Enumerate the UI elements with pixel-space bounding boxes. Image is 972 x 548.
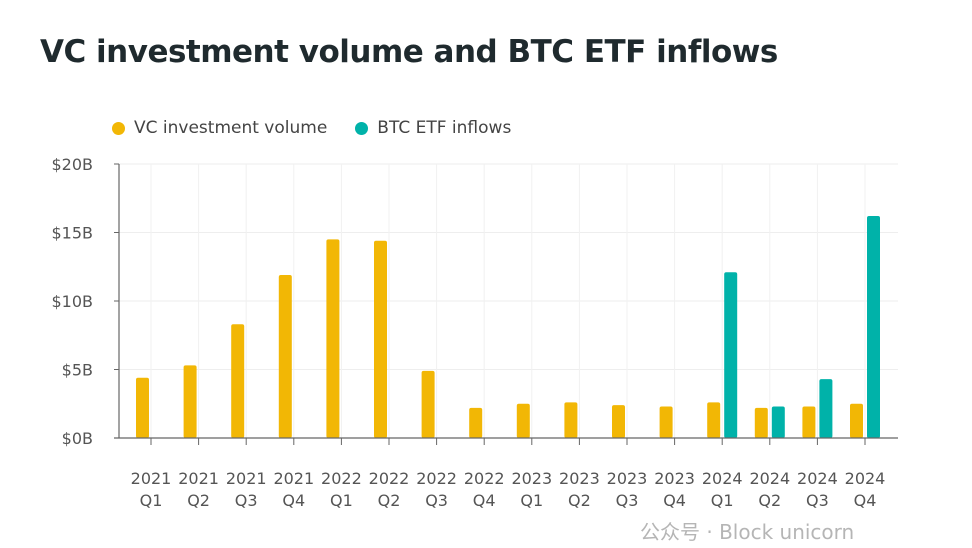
x-tick-label: 2023	[511, 469, 552, 488]
x-tick-label: Q1	[330, 491, 353, 510]
bar-vc	[374, 240, 387, 438]
x-tick-label: Q2	[758, 491, 781, 510]
x-tick-label: Q4	[663, 491, 686, 510]
x-tick-label: Q2	[378, 491, 401, 510]
x-tick-label: 2024	[749, 469, 790, 488]
legend-item-etf: BTC ETF inflows	[355, 118, 511, 138]
x-tick-label: 2021	[178, 469, 219, 488]
x-tick-label: 2023	[559, 469, 600, 488]
x-tick-label: 2021	[226, 469, 267, 488]
x-tick-label: Q3	[235, 491, 258, 510]
bar-vc	[469, 407, 483, 438]
x-tick-label: 2022	[321, 469, 362, 488]
bar-etf	[724, 272, 738, 438]
bar-vc	[564, 402, 578, 438]
x-tick-label: Q4	[473, 491, 496, 510]
x-tick-label: 2023	[607, 469, 648, 488]
x-tick-label: Q3	[806, 491, 829, 510]
x-tick-label: Q3	[425, 491, 448, 510]
x-tick-label: 2024	[702, 469, 743, 488]
bar-vc	[516, 403, 530, 438]
x-tick-label: Q1	[520, 491, 543, 510]
legend-item-vc: VC investment volume	[112, 118, 327, 138]
x-tick-label: Q4	[854, 491, 877, 510]
bar-vc	[612, 405, 625, 438]
y-tick-label: $5B	[62, 361, 93, 380]
bar-vc	[231, 324, 245, 438]
bar-vc	[707, 402, 721, 438]
bar-vc	[136, 377, 149, 438]
x-tick-label: Q1	[140, 491, 163, 510]
x-tick-label: Q3	[616, 491, 639, 510]
x-tick-label: Q1	[711, 491, 734, 510]
bar-vc	[278, 274, 292, 438]
x-tick-label: Q2	[568, 491, 591, 510]
legend-swatch-vc	[112, 121, 125, 135]
y-tick-label: $20B	[51, 155, 93, 174]
x-tick-label: 2022	[416, 469, 457, 488]
chart-title: VC investment volume and BTC ETF inflows	[40, 34, 778, 70]
legend-swatch-etf	[355, 121, 369, 135]
bar-vc	[754, 407, 768, 438]
legend-label-etf: BTC ETF inflows	[377, 118, 512, 138]
bar-vc	[850, 403, 863, 438]
x-tick-label: 2021	[273, 469, 314, 488]
x-tick-label: 2023	[654, 469, 695, 488]
bar-etf	[819, 379, 833, 438]
x-tick-label: 2021	[131, 469, 172, 488]
legend: VC investment volume BTC ETF inflows	[112, 118, 511, 138]
bar-vc	[421, 370, 435, 438]
x-tick-label: Q2	[187, 491, 210, 510]
y-tick-label: $15B	[51, 224, 93, 243]
y-tick-label: $0B	[62, 429, 93, 448]
bar-vc	[802, 406, 816, 438]
x-tick-label: 2024	[797, 469, 838, 488]
x-tick-label: Q4	[282, 491, 305, 510]
y-tick-label: $10B	[51, 292, 93, 311]
bar-vc	[326, 239, 340, 438]
bar-etf	[771, 406, 785, 438]
x-tick-label: 2022	[464, 469, 505, 488]
bar-vc	[659, 406, 673, 438]
watermark: 公众号 · Block unicorn	[640, 520, 855, 544]
bar-vc	[183, 365, 197, 438]
bar-etf	[867, 216, 880, 438]
legend-label-vc: VC investment volume	[134, 118, 328, 138]
x-tick-label: 2024	[845, 469, 886, 488]
x-tick-label: 2022	[369, 469, 410, 488]
